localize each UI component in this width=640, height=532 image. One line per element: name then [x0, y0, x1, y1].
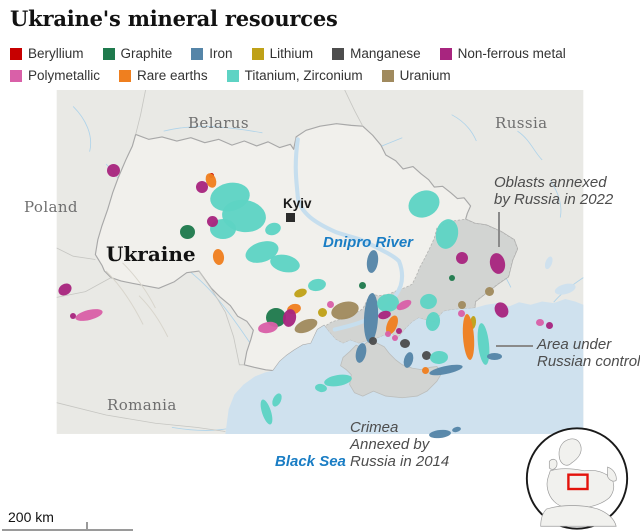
legend-item-manganese: Manganese [332, 46, 421, 61]
control-pointer-line [496, 345, 533, 347]
deposit-manganese [421, 350, 431, 360]
deposit-polymetallic [385, 331, 391, 337]
legend-label: Lithium [269, 46, 314, 61]
neighbor-borders [56, 90, 364, 432]
water-minor [544, 256, 576, 295]
legend-label: Rare earths [137, 68, 208, 83]
titanium-swatch-icon [226, 69, 239, 82]
legend-item-lithium: Lithium [251, 46, 314, 61]
oblasts-pointer-line [498, 212, 500, 247]
deposit-uranium [484, 286, 494, 296]
legend-item-iron: Iron [191, 46, 233, 61]
label-ukraine: Ukraine [106, 242, 196, 266]
legend-item-polymetallic: Polymetallic [10, 68, 100, 83]
page-title: Ukraine's mineral resources [10, 6, 338, 31]
annotation-line: Russian control [537, 353, 640, 370]
scale-label: 200 km [8, 509, 54, 525]
legend: Beryllium Graphite Iron Lithium Manganese Non… [10, 46, 630, 83]
deposit-nonferrous [456, 252, 468, 264]
legend-item-nonferrous: Non-ferrous metal [439, 46, 566, 61]
label-kyiv: Kyiv [283, 196, 312, 211]
legend-label: Polymetallic [28, 68, 101, 83]
deposit-graphite [179, 225, 195, 239]
deposit-nonferrous [545, 321, 553, 329]
deposit-iron [486, 352, 502, 360]
deposit-graphite [358, 281, 366, 289]
legend-label: Graphite [120, 46, 173, 61]
deposit-polymetallic [392, 335, 398, 341]
legend-label: Iron [209, 46, 233, 61]
polymetallic-swatch-icon [10, 69, 22, 82]
annotation-line: by Russia in 2022 [494, 191, 614, 208]
globe-inset [525, 427, 629, 530]
legend-label: Non-ferrous metal [457, 46, 566, 61]
legend-item-graphite: Graphite [102, 46, 173, 61]
deposit-graphite [449, 275, 455, 281]
nonferrous-swatch-icon [439, 47, 452, 60]
iron-swatch-icon [191, 47, 204, 60]
label-belarus: Belarus [188, 114, 249, 132]
label-poland: Poland [24, 198, 78, 216]
legend-item-titanium: Titanium, Zirconium [226, 68, 363, 83]
annotation-line: Area under [537, 336, 612, 353]
deposit-manganese [369, 337, 377, 345]
label-black-sea: Black Sea [275, 453, 346, 470]
legend-label: Titanium, Zirconium [244, 68, 363, 83]
scale-bar-tick [86, 522, 88, 530]
deposit-nonferrous [106, 163, 120, 177]
label-russia: Russia [495, 114, 548, 132]
deposit-polymetallic [457, 309, 465, 317]
deposit-polymetallic [536, 318, 544, 326]
uranium-swatch-icon [381, 69, 394, 82]
manganese-swatch-icon [332, 47, 345, 60]
legend-label: Uranium [399, 68, 451, 83]
label-romania: Romania [107, 396, 177, 414]
deposit-rareearths [421, 366, 429, 374]
deposit-nonferrous [206, 215, 218, 227]
deposit-lithium [317, 307, 327, 317]
legend-item-uranium: Uranium [381, 68, 451, 83]
annotation-crimea-2014: Crimea Annexed by Russia in 2014 [350, 419, 449, 470]
annotation-line: Crimea [350, 419, 399, 436]
deposit-manganese [400, 338, 410, 348]
legend-item-beryllium: Beryllium [10, 46, 84, 61]
annotation-oblasts-2022: Oblasts annexed by Russia in 2022 [494, 174, 613, 208]
graphite-swatch-icon [102, 47, 115, 60]
ukraine-highlight-box [567, 473, 589, 491]
legend-label: Beryllium [28, 46, 84, 61]
annotation-russian-control: Area under Russian control [537, 336, 640, 370]
deposit-nonferrous [396, 328, 402, 334]
annotation-line: Oblasts annexed [494, 174, 607, 191]
crimea-peninsula [340, 341, 443, 399]
annotation-line: Russia in 2014 [350, 453, 450, 470]
deposit-nonferrous [70, 313, 76, 319]
annotation-line: Annexed by [350, 436, 430, 453]
relief [105, 262, 169, 338]
deposit-uranium [458, 301, 466, 309]
rareearths-swatch-icon [119, 69, 132, 82]
deposit-polymetallic [326, 300, 334, 308]
kyiv-marker [286, 213, 295, 222]
beryllium-swatch-icon [10, 47, 22, 60]
legend-label: Manganese [350, 46, 421, 61]
legend-item-rareearths: Rare earths [119, 68, 208, 83]
ukraine-map: Poland Belarus Russia Romania Ukraine Ky… [0, 90, 640, 508]
label-dnipro-river: Dnipro River [323, 234, 414, 251]
globe-land [540, 438, 617, 527]
scale-bar [2, 529, 133, 531]
deposit-nonferrous [196, 181, 208, 193]
lithium-swatch-icon [251, 47, 264, 60]
